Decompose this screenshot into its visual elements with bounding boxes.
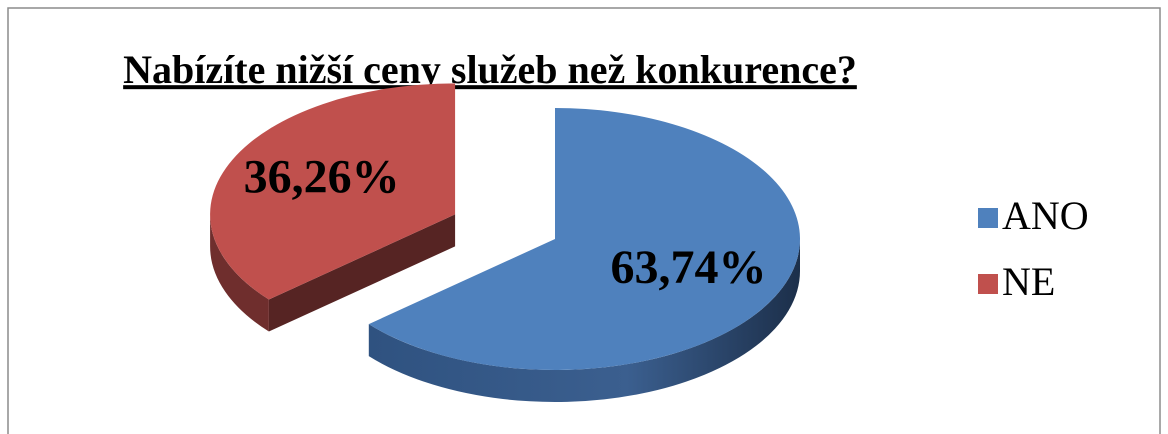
slice-side xyxy=(368,239,800,402)
slice xyxy=(368,108,800,370)
legend-swatch xyxy=(978,208,998,228)
slice-side xyxy=(210,214,269,332)
data-label: 63,74% xyxy=(611,241,767,294)
data-label: 36,26% xyxy=(244,151,400,204)
slice xyxy=(210,83,456,300)
legend-label: NE xyxy=(1002,259,1055,304)
legend-swatch xyxy=(978,274,998,294)
legend-label: ANO xyxy=(1002,193,1089,238)
slice-cut-face xyxy=(268,214,456,332)
chart-title: Nabízíte nižší ceny služeb než konkurenc… xyxy=(123,47,857,92)
